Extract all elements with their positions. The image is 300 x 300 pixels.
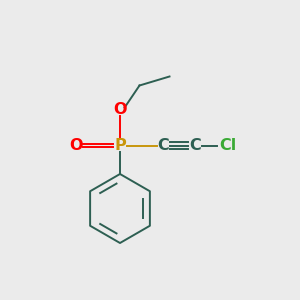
Text: C: C bbox=[158, 138, 169, 153]
Text: C: C bbox=[189, 138, 201, 153]
Text: P: P bbox=[114, 138, 126, 153]
Text: Cl: Cl bbox=[219, 138, 237, 153]
Text: O: O bbox=[113, 102, 127, 117]
Text: O: O bbox=[70, 138, 83, 153]
